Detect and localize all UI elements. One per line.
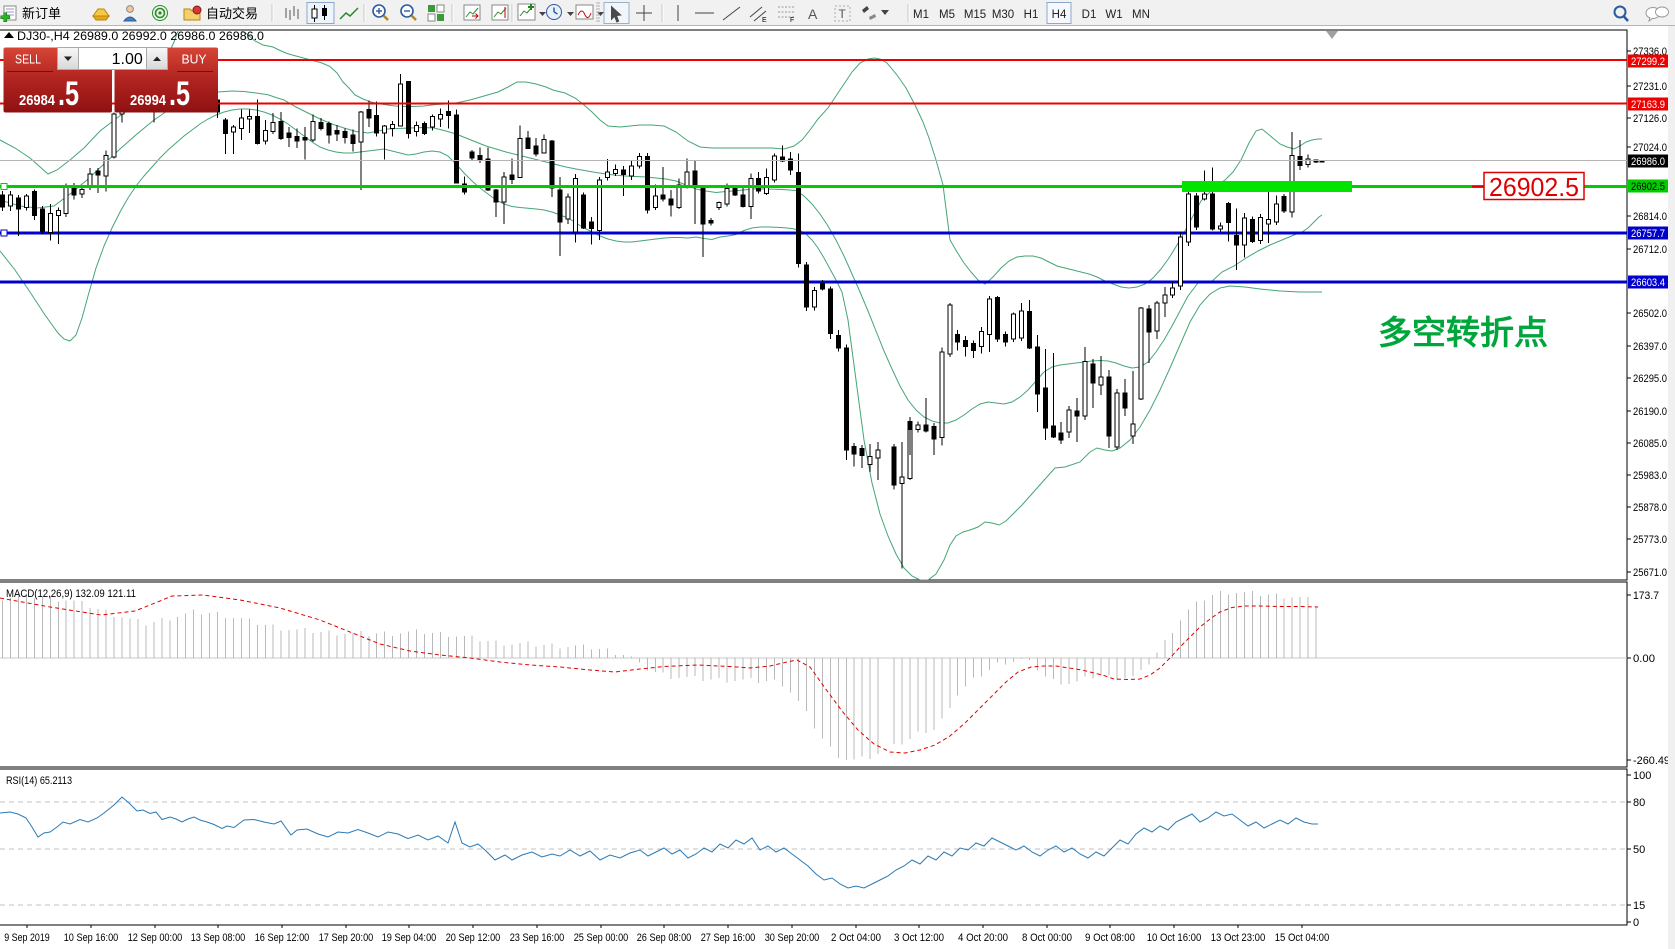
svg-text:4 Oct 20:00: 4 Oct 20:00 [958, 932, 1008, 944]
svg-text:SELL: SELL [15, 53, 41, 67]
svg-text:多空转折点: 多空转折点 [1378, 314, 1548, 351]
svg-text:13 Oct 23:00: 13 Oct 23:00 [1211, 932, 1266, 944]
svg-text:自动交易: 自动交易 [206, 6, 258, 21]
svg-text:9 Oct 08:00: 9 Oct 08:00 [1085, 932, 1135, 944]
svg-text:100: 100 [1633, 770, 1651, 782]
svg-text:M5: M5 [939, 9, 955, 21]
svg-text:26295.0: 26295.0 [1633, 373, 1667, 385]
svg-text:15 Oct 04:00: 15 Oct 04:00 [1275, 932, 1330, 944]
svg-text:80: 80 [1633, 797, 1645, 809]
svg-text:23 Sep 16:00: 23 Sep 16:00 [510, 932, 565, 944]
svg-text:27163.9: 27163.9 [1631, 99, 1665, 111]
svg-text:8 Oct 00:00: 8 Oct 00:00 [1022, 932, 1072, 944]
svg-text:F: F [790, 17, 794, 24]
svg-text:MACD(12,26,9) 132.09 121.11: MACD(12,26,9) 132.09 121.11 [6, 588, 136, 600]
svg-text:25878.0: 25878.0 [1633, 502, 1667, 514]
svg-text:BUY: BUY [182, 53, 208, 67]
svg-text:12 Sep 00:00: 12 Sep 00:00 [128, 932, 183, 944]
svg-text:RSI(14) 65.2113: RSI(14) 65.2113 [6, 775, 72, 787]
svg-text:D1: D1 [1082, 9, 1097, 21]
svg-text:T: T [839, 7, 847, 21]
svg-text:26190.0: 26190.0 [1633, 406, 1667, 418]
svg-text:H1: H1 [1024, 9, 1039, 21]
svg-text:-260.49: -260.49 [1633, 755, 1670, 767]
svg-text:2 Oct 04:00: 2 Oct 04:00 [831, 932, 881, 944]
svg-text:17 Sep 20:00: 17 Sep 20:00 [319, 932, 374, 944]
svg-text:25671.0: 25671.0 [1633, 567, 1667, 579]
svg-text:.5: .5 [58, 75, 79, 113]
svg-text:27126.0: 27126.0 [1633, 113, 1667, 125]
svg-text:25983.0: 25983.0 [1633, 470, 1667, 482]
svg-text:27 Sep 16:00: 27 Sep 16:00 [701, 932, 756, 944]
svg-text:15: 15 [1633, 900, 1645, 912]
svg-text:0: 0 [1633, 917, 1639, 929]
svg-text:M15: M15 [964, 9, 986, 21]
svg-text:20 Sep 12:00: 20 Sep 12:00 [446, 932, 501, 944]
svg-text:MN: MN [1132, 9, 1150, 21]
svg-text:19 Sep 04:00: 19 Sep 04:00 [382, 932, 437, 944]
svg-text:A: A [808, 6, 818, 22]
svg-text:173.7: 173.7 [1633, 590, 1659, 602]
svg-text:27231.0: 27231.0 [1633, 81, 1667, 93]
svg-text:26757.7: 26757.7 [1631, 228, 1665, 240]
svg-text:26603.4: 26603.4 [1631, 277, 1665, 289]
svg-text:E: E [762, 17, 767, 24]
svg-text:10 Sep 16:00: 10 Sep 16:00 [64, 932, 119, 944]
svg-text:26994: 26994 [130, 93, 166, 109]
svg-text:27024.0: 27024.0 [1633, 142, 1667, 154]
svg-text:新订单: 新订单 [22, 6, 61, 21]
svg-text:26902.5: 26902.5 [1489, 172, 1579, 202]
svg-text:M30: M30 [992, 9, 1014, 21]
svg-text:1.00: 1.00 [112, 51, 143, 68]
svg-text:H4: H4 [1052, 9, 1067, 21]
svg-text:16 Sep 12:00: 16 Sep 12:00 [255, 932, 310, 944]
svg-text:50: 50 [1633, 844, 1645, 856]
svg-text:26397.0: 26397.0 [1633, 341, 1667, 353]
svg-text:9 Sep 2019: 9 Sep 2019 [4, 932, 50, 944]
svg-text:27299.2: 27299.2 [1631, 56, 1665, 68]
svg-text:26986.0: 26986.0 [1631, 156, 1665, 168]
svg-text:0.00: 0.00 [1633, 653, 1655, 665]
svg-text:25 Sep 00:00: 25 Sep 00:00 [574, 932, 629, 944]
svg-text:26085.0: 26085.0 [1633, 438, 1667, 450]
svg-text:25773.0: 25773.0 [1633, 534, 1667, 546]
svg-text:26814.0: 26814.0 [1633, 211, 1667, 223]
svg-text:26984: 26984 [19, 93, 55, 109]
svg-text:26712.0: 26712.0 [1633, 244, 1667, 256]
svg-text:.5: .5 [169, 75, 190, 113]
svg-text:3 Oct 12:00: 3 Oct 12:00 [894, 932, 944, 944]
svg-text:26902.5: 26902.5 [1631, 181, 1665, 193]
svg-text:13 Sep 08:00: 13 Sep 08:00 [191, 932, 246, 944]
svg-text:M1: M1 [913, 9, 929, 21]
svg-text:30 Sep 20:00: 30 Sep 20:00 [765, 932, 820, 944]
svg-text:W1: W1 [1105, 9, 1122, 21]
svg-text:26 Sep 08:00: 26 Sep 08:00 [637, 932, 692, 944]
svg-text:26502.0: 26502.0 [1633, 308, 1667, 320]
svg-text:DJ30-,H4 26989.0 26992.0 2698: DJ30-,H4 26989.0 26992.0 26986.0 26986.0 [17, 29, 264, 43]
svg-text:10 Oct 16:00: 10 Oct 16:00 [1147, 932, 1202, 944]
